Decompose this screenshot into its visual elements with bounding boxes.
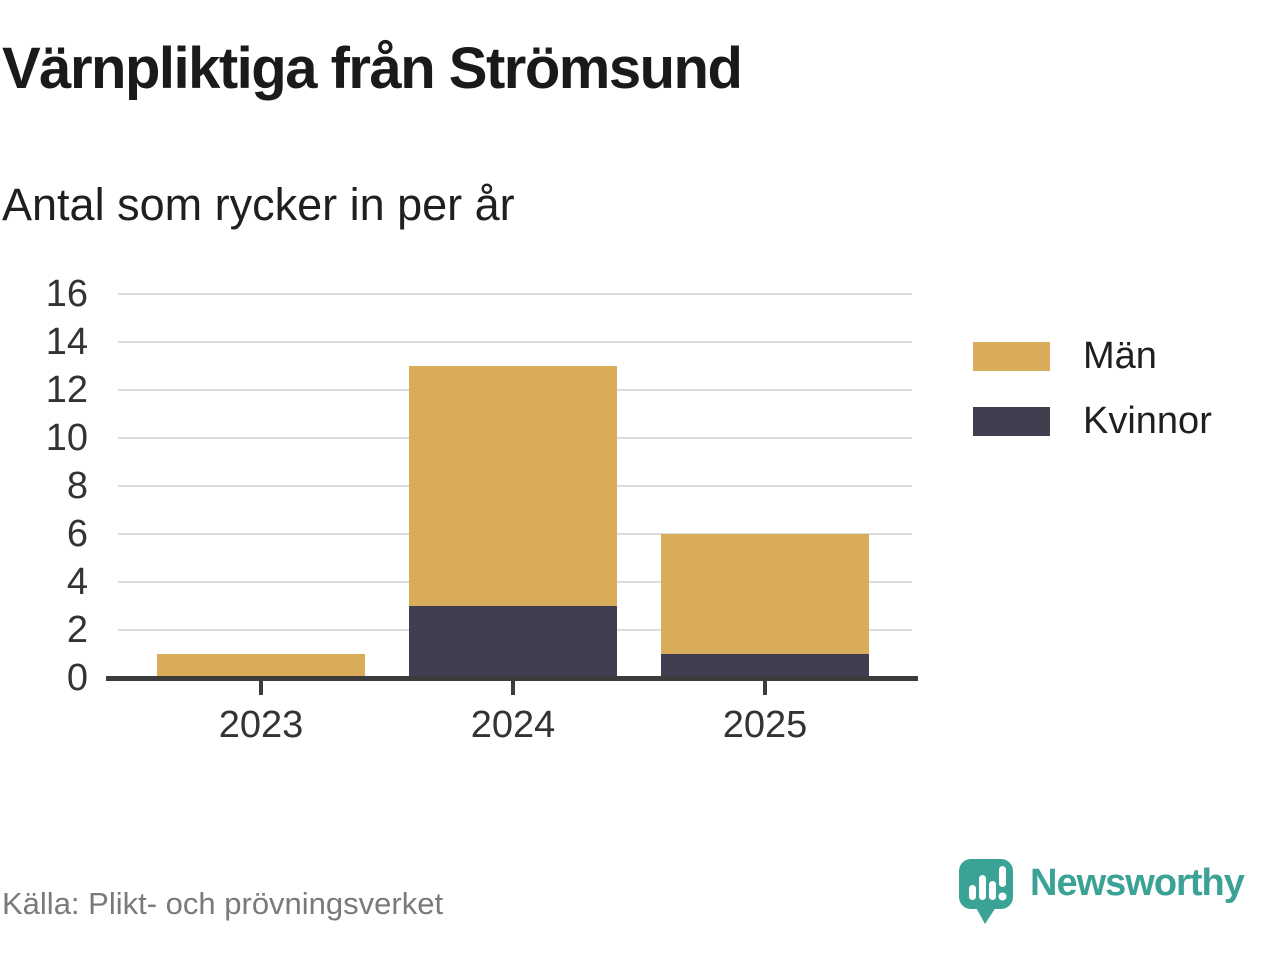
chart-legend: Män Kvinnor [973,337,1212,467]
chart-title: Värnpliktiga från Strömsund [2,36,743,101]
y-axis-tick-label: 6 [66,513,88,555]
gridline [118,341,912,343]
gridline [118,293,912,295]
chart-subtitle: Antal som rycker in per år [2,179,515,230]
y-axis-tick-label: 2 [66,609,88,651]
x-axis-tick [511,681,515,695]
x-axis-tick [259,681,263,695]
bar-segment-men-2024 [409,366,617,606]
source-text: Källa: Plikt- och prövningsverket [2,886,444,921]
x-axis-tick [763,681,767,695]
legend-swatch-women [973,406,1050,436]
newsworthy-wordmark: Newsworthy [1030,862,1245,904]
newsworthy-logo: Newsworthy [958,858,1245,926]
bar-segment-women-2025 [661,654,869,678]
bar-segment-men-2025 [661,534,869,654]
y-axis-tick-label: 12 [45,369,88,411]
bar-segment-women-2024 [409,606,617,678]
y-axis-tick-label: 16 [45,273,88,315]
legend-swatch-men [973,341,1050,371]
y-axis-tick-label: 10 [45,417,88,459]
legend-item-men: Män [973,337,1212,375]
legend-label-women: Kvinnor [1083,400,1212,442]
x-axis-label: 2024 [470,704,556,746]
y-axis-tick-label: 0 [66,657,88,699]
x-axis-label: 2023 [218,704,304,746]
x-axis-label: 2025 [722,704,808,746]
y-axis-tick-label: 14 [45,321,88,363]
x-axis-line [106,676,918,681]
y-axis-tick-label: 4 [66,561,88,603]
newsworthy-speech-bubble-chart-icon [959,859,1013,924]
legend-item-women: Kvinnor [973,402,1212,440]
y-axis-tick-label: 8 [66,465,88,507]
legend-label-men: Män [1083,335,1157,377]
bar-segment-men-2023 [157,654,365,678]
